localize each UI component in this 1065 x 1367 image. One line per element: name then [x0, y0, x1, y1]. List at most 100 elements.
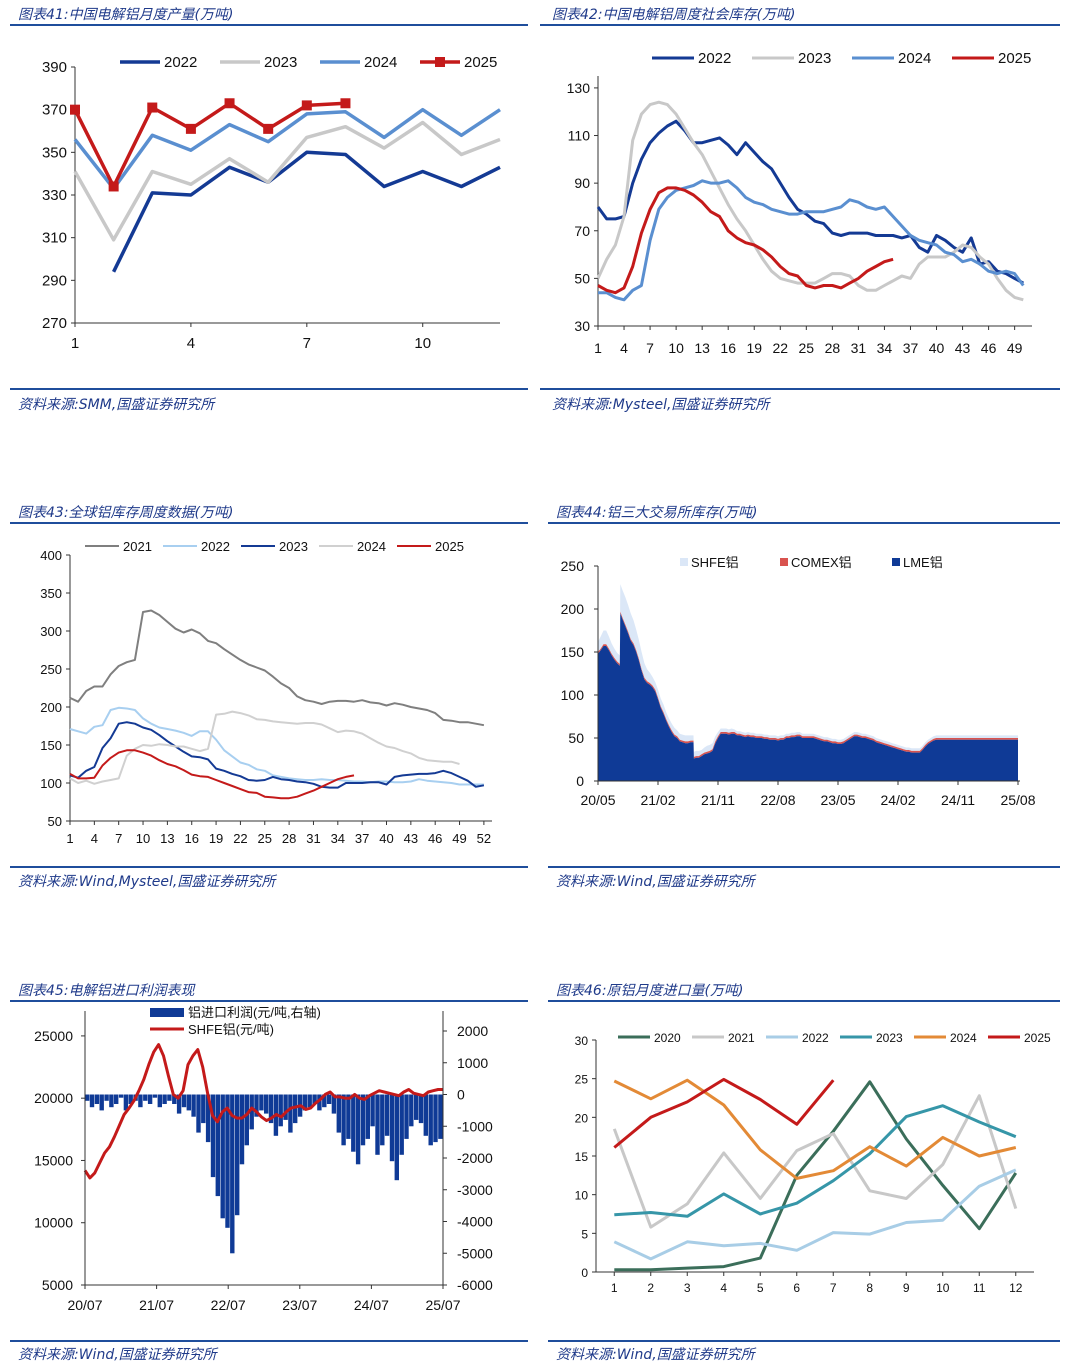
profit-bar: [365, 1094, 370, 1139]
profit-bar: [157, 1094, 162, 1108]
y-tick-label: 200: [40, 700, 62, 715]
x-tick-label: 16: [720, 340, 736, 356]
y-tick-label: 25: [575, 1073, 589, 1087]
right-tick-label: -1000: [457, 1118, 493, 1134]
right-tick-label: 2000: [457, 1023, 488, 1039]
legend-label-2022: 2022: [164, 54, 197, 71]
legend-label-2023: 2023: [264, 54, 297, 71]
x-tick-label: 1: [66, 831, 73, 846]
x-tick-label: 4: [91, 831, 98, 846]
x-tick-label: 19: [746, 340, 762, 356]
profit-bar: [244, 1094, 249, 1146]
y-tick-label: 130: [567, 80, 591, 96]
x-tick-label: 22: [772, 340, 788, 356]
chart-source: 资料来源:Mysteel,国盛证券研究所: [552, 397, 770, 413]
y-tick-label: 15: [575, 1150, 589, 1164]
x-tick-label: 13: [694, 340, 710, 356]
profit-bar: [375, 1094, 380, 1155]
legend-swatch-SHFE铝: [680, 558, 688, 566]
profit-bar: [210, 1094, 216, 1178]
x-tick-label: 46: [428, 831, 442, 846]
chart-panel-44: 图表44:铝三大交易所库存(万吨) 0 50 100 150 200 250 20/05 21…: [548, 500, 1060, 900]
profit-bar: [167, 1094, 172, 1101]
profit-bar: [186, 1094, 191, 1111]
x-tick-label: 4: [620, 340, 628, 356]
profit-bar: [331, 1094, 337, 1114]
x-tick-label: 21/07: [139, 1297, 174, 1313]
x-tick-label: 7: [303, 335, 311, 352]
profit-bar: [268, 1094, 274, 1124]
chart-title: 图表46:原铝月度进口量(万吨): [556, 983, 744, 999]
series-line-2024: [69, 710, 460, 785]
y-tick-label: 100: [40, 776, 62, 791]
profit-bar: [225, 1094, 230, 1228]
profit-bar: [264, 1094, 269, 1114]
x-tick-label: 23/05: [820, 792, 855, 808]
profit-bar: [118, 1094, 124, 1098]
legend-label-2025: 2025: [1024, 1031, 1051, 1045]
x-tick-label: 49: [1007, 340, 1023, 356]
x-tick-label: 34: [877, 340, 893, 356]
x-tick-label: 10: [414, 335, 431, 352]
x-tick-label: 25: [258, 831, 272, 846]
profit-bar: [384, 1094, 390, 1136]
series-line-2022: [596, 119, 1025, 285]
title-rule: [540, 24, 1060, 26]
x-tick-label: 49: [452, 831, 466, 846]
profit-bar: [191, 1094, 196, 1117]
x-tick-label: 40: [379, 831, 393, 846]
legend-label-COMEX铝: COMEX铝: [791, 555, 852, 570]
profit-bar: [201, 1094, 206, 1124]
legend-label-LME铝: LME铝: [903, 555, 943, 570]
series-line-2020: [614, 1080, 1018, 1272]
legend-label-2021: 2021: [123, 539, 152, 554]
data-point-2025: [263, 123, 274, 134]
profit-bar: [152, 1094, 158, 1098]
chart-canvas: 30 50 70 90 110 130 1 4 7 10 13 16 19 22 25 28 31 34 37 40 4…: [567, 50, 1032, 356]
y-tick-label: 200: [561, 601, 585, 617]
left-tick-label: 20000: [34, 1090, 73, 1106]
profit-bar: [322, 1094, 327, 1108]
legend-label-2023: 2023: [798, 50, 831, 67]
legend-label-2020: 2020: [654, 1031, 681, 1045]
x-tick-label: 10: [136, 831, 150, 846]
profit-bar: [235, 1094, 240, 1216]
profit-bar: [239, 1094, 245, 1165]
chart-source: 资料来源:Wind,国盛证券研究所: [556, 874, 755, 890]
price-line: [83, 1043, 443, 1180]
x-tick-label: 4: [720, 1281, 727, 1295]
x-tick-label: 16: [184, 831, 198, 846]
series-line-2025: [73, 101, 346, 189]
profit-bar: [317, 1094, 322, 1111]
profit-bar: [380, 1094, 385, 1146]
y-tick-label: 10: [575, 1189, 589, 1203]
profit-bar: [176, 1094, 182, 1114]
x-tick-label: 13: [160, 831, 174, 846]
x-tick-label: 52: [477, 831, 491, 846]
profit-bar: [196, 1094, 201, 1133]
y-tick-label: 290: [42, 272, 67, 289]
profit-bar: [336, 1094, 341, 1133]
legend-label-SHFE铝: SHFE铝: [691, 555, 739, 570]
legend-swatch-LME铝: [892, 558, 900, 566]
profit-bar: [114, 1094, 119, 1104]
profit-bar: [389, 1094, 395, 1162]
legend-swatch-profit: [150, 1008, 184, 1017]
profit-bar: [278, 1094, 283, 1127]
series-line-2025: [613, 1077, 835, 1149]
y-tick-label: 350: [40, 586, 62, 601]
right-tick-label: -6000: [457, 1277, 493, 1293]
x-tick-label: 31: [851, 340, 867, 356]
profit-bar: [355, 1094, 361, 1165]
profit-bar: [370, 1094, 375, 1127]
series-line-2023: [69, 721, 485, 789]
y-tick-label: 300: [40, 624, 62, 639]
right-tick-label: 1000: [457, 1055, 488, 1071]
profit-bar: [94, 1094, 100, 1104]
x-tick-label: 8: [866, 1281, 873, 1295]
legend-label-profit: 铝进口利润(元/吨,右轴): [188, 1005, 321, 1020]
source-rule: [10, 1340, 528, 1342]
profit-bar: [172, 1094, 177, 1104]
y-tick-label: 70: [574, 223, 590, 239]
x-tick-label: 25/08: [1000, 792, 1035, 808]
